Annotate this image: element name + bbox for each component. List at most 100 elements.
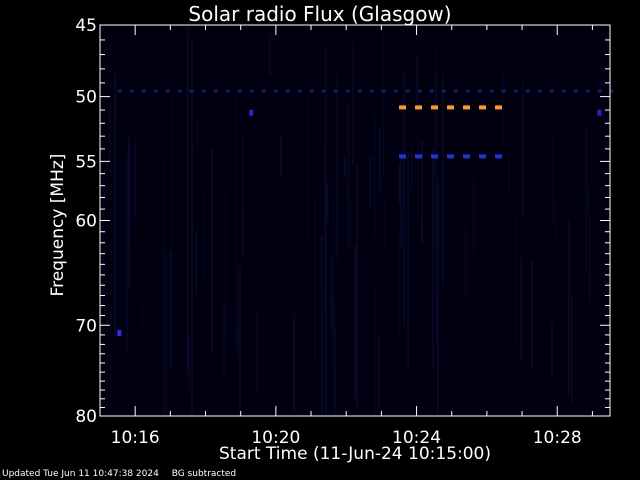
chart-title: Solar radio Flux (Glasgow) [188,2,452,26]
noise-streak [415,56,418,108]
noise-streak [163,164,166,416]
emission-dot [357,89,362,93]
emission-dot [609,89,614,93]
emission-dot [453,89,458,93]
noise-streak [369,156,372,209]
noise-streak [332,297,335,388]
noise-streak [400,153,403,249]
noise-streak [326,183,329,222]
emission-dot [537,89,542,93]
noise-streak [196,120,199,149]
emission-dash [431,105,438,110]
emission-dot [177,89,182,93]
noise-streak [224,188,227,338]
x-tick-label: 10:24 [392,428,441,448]
emission-dot [237,89,242,93]
noise-streak [134,136,137,221]
emission-dot [585,89,590,93]
noise-streak [141,300,143,331]
noise-streak [522,80,525,217]
noise-streak [373,112,376,238]
noise-streak [437,181,439,414]
y-tick-label: 80 [75,407,97,427]
emission-dash [399,154,406,159]
emission-dash [495,154,502,159]
noise-streak [410,145,413,189]
noise-streak [550,321,553,378]
noise-streak [508,153,511,197]
noise-streak [343,154,346,177]
noise-streak [520,257,522,362]
emission-dot [525,89,530,93]
emission-dash [415,105,422,110]
noise-streak [332,198,335,415]
emission-dash [415,154,422,159]
noise-streak [417,52,420,219]
noise-streak [241,208,244,256]
noise-streak [235,99,238,355]
emission-dot [249,89,254,93]
emission-dot [297,89,302,93]
noise-streak [356,163,359,407]
noise-streak [353,244,356,400]
noise-streak [421,140,423,244]
emission-dash [447,105,454,110]
emission-dot [573,89,578,93]
emission-dash [399,105,406,110]
noise-streak [585,126,588,274]
y-tick-label: 70 [75,316,97,336]
noise-streak [306,94,309,241]
emission-dot [465,89,470,93]
noise-streak [314,197,317,365]
noise-streak [191,40,194,414]
noise-streak [126,154,129,353]
emission-spot [117,330,122,336]
noise-streak [108,101,111,161]
noise-streak [383,202,386,249]
noise-streak [165,273,168,416]
emission-dot [489,89,494,93]
noise-streak [169,251,172,369]
noise-streak [186,25,189,375]
noise-streak [442,74,444,286]
noise-streak [502,67,504,145]
noise-streak [222,301,225,376]
noise-streak [434,49,437,252]
noise-streak [472,178,475,254]
emission-dot [141,89,146,93]
noise-streak [464,224,467,297]
y-axis-label: Frequency [MHz] [48,153,68,297]
background-noise [102,25,591,416]
emission-dot [549,89,554,93]
noise-streak [166,252,169,412]
y-tick-label: 50 [75,88,97,108]
noise-streak [195,230,198,294]
emission-spot [249,109,254,116]
noise-streak [241,135,244,246]
emission-dot [117,89,122,93]
noise-streak [127,135,130,253]
emission-dot [333,89,338,93]
noise-streak [432,147,435,369]
noise-streak [324,48,327,416]
emission-dot [393,89,398,93]
noise-streak [237,324,239,345]
noise-streak [378,128,381,193]
emission-dot [273,89,278,93]
emission-dot [345,89,350,93]
noise-streak [398,163,401,206]
emission-dot [513,89,518,93]
emission-dot [309,89,314,93]
noise-streak [210,148,213,352]
emission-dash [463,154,470,159]
noise-streak [350,200,353,246]
emission-dash [479,154,486,159]
noise-streak [238,264,241,415]
emission-dot [213,89,218,93]
noise-streak [111,121,114,323]
noise-streak [571,294,573,406]
emission-dot [201,89,206,93]
noise-streak [373,284,376,416]
x-axis: 10:16 10:20 10:24 10:28 [99,25,593,448]
